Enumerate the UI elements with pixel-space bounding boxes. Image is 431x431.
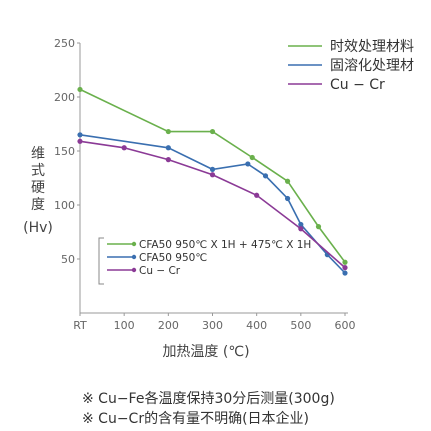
- data-point: [209, 128, 216, 135]
- y-title-char: 维: [31, 146, 45, 162]
- data-point: [209, 172, 216, 178]
- x-tick-label: 400: [246, 319, 267, 332]
- data-point: [165, 128, 171, 135]
- x-axis-title: 加热温度 (℃): [162, 344, 249, 360]
- data-point: [254, 192, 260, 198]
- data-point: [284, 178, 291, 184]
- x-tick-label: RT: [73, 319, 87, 332]
- legend-inner-bracket: [98, 237, 104, 285]
- legend-inner-marker: [131, 254, 137, 260]
- x-tick-label: 300: [202, 319, 223, 332]
- x-tick-label: 200: [158, 319, 179, 332]
- note-2: ※ Cu−Cr的含有量不明确(日本企业): [82, 411, 310, 427]
- y-title-char: 度: [31, 197, 45, 213]
- data-point: [249, 154, 255, 161]
- legend-label: 时效处理材料: [330, 39, 414, 55]
- legend-label: 固溶化处理材: [330, 58, 414, 74]
- y-tick-label: 150: [54, 145, 75, 158]
- x-ticks: RT 100 200 300 400 500 600: [73, 313, 356, 332]
- y-tick-label: 200: [54, 91, 75, 104]
- data-point: [298, 221, 304, 228]
- data-point: [342, 259, 348, 265]
- legend-label: Cu − Cr: [330, 77, 385, 93]
- data-point: [342, 270, 348, 276]
- x-tick-label: 500: [290, 319, 311, 332]
- legend-inner-label: CFA50 950℃ X 1H + 475℃ X 1H: [139, 239, 311, 251]
- note-1: ※ Cu−Fe各温度保持30分后测量(300g): [82, 391, 335, 407]
- data-point: [342, 265, 348, 271]
- y-title-char: 式: [31, 163, 45, 179]
- data-point: [298, 226, 304, 232]
- data-point: [121, 145, 127, 151]
- y-tick-label: 100: [54, 199, 75, 212]
- y-ticks: 50 100 150 200 250: [54, 37, 80, 266]
- data-point: [77, 132, 83, 138]
- legend-inner-label: CFA50 950℃: [139, 252, 207, 264]
- data-point: [209, 166, 216, 172]
- data-point: [245, 161, 251, 167]
- series-layer: [77, 86, 348, 276]
- x-tick-label: 100: [114, 319, 135, 332]
- data-point: [77, 86, 83, 93]
- y-tick-label: 50: [61, 253, 75, 266]
- series-line: [79, 134, 346, 274]
- y-tick-label: 250: [54, 37, 75, 50]
- data-point: [315, 224, 322, 230]
- data-point: [262, 173, 269, 179]
- y-title-unit: (Hv): [23, 220, 53, 236]
- x-tick-label: 600: [335, 319, 356, 332]
- legend-inner-marker: [131, 241, 137, 247]
- data-point: [165, 157, 171, 163]
- data-point: [284, 195, 291, 202]
- data-point: [77, 138, 83, 144]
- legend-inner-marker: [131, 267, 137, 273]
- data-point: [165, 145, 171, 151]
- y-title-char: 硬: [31, 180, 45, 196]
- legend-inner-label: Cu − Cr: [139, 265, 181, 277]
